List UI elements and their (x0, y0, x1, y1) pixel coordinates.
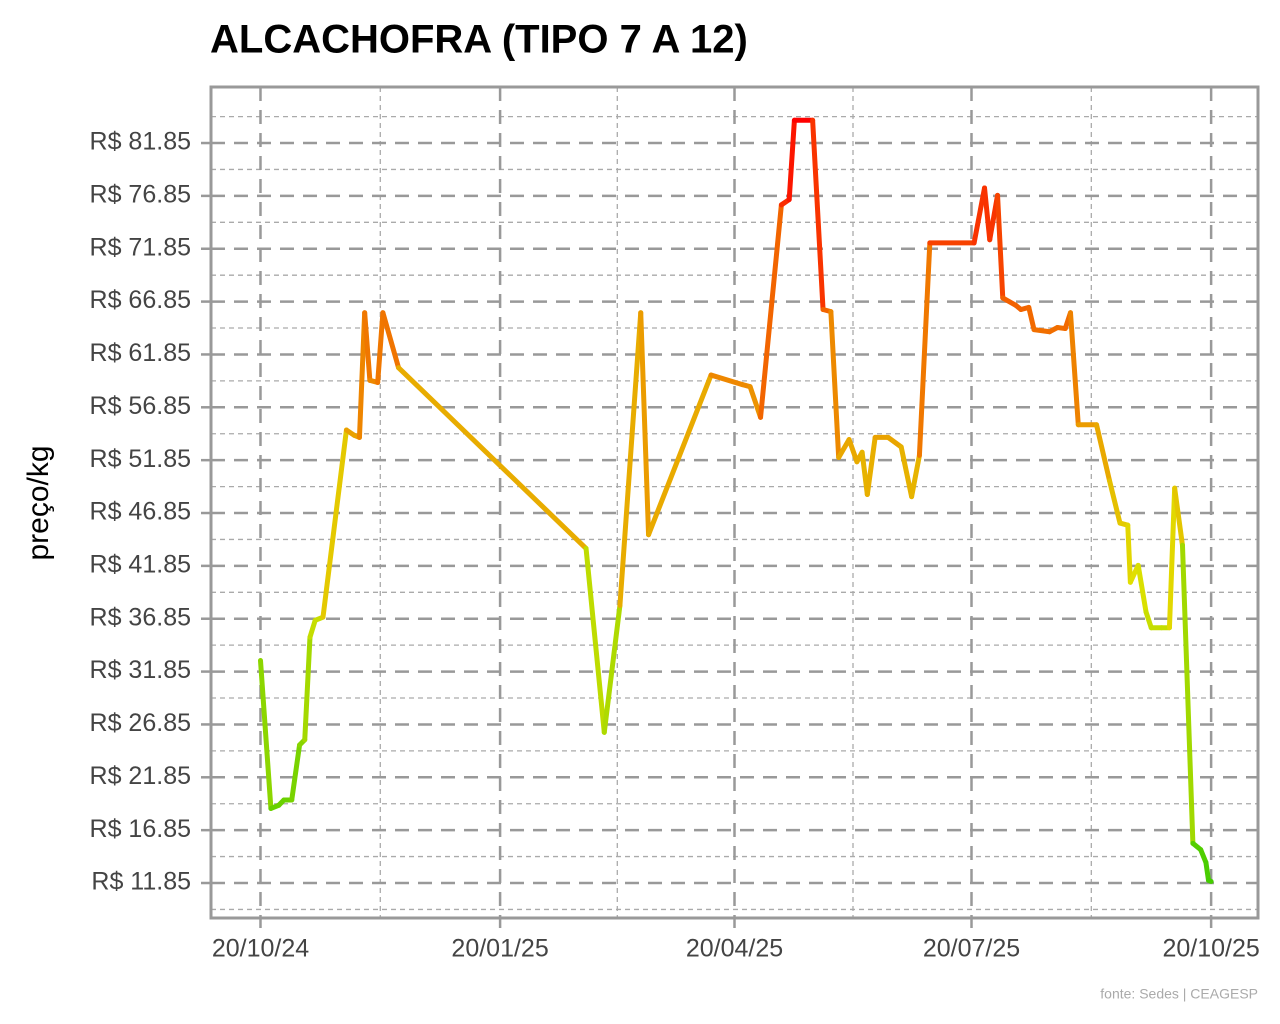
line-segment (1026, 304, 1037, 333)
line-segment (307, 617, 318, 640)
line-segment (1135, 562, 1149, 615)
line-segment (916, 240, 933, 458)
y-tick-label: R$ 61.85 (90, 339, 191, 367)
line-segment (885, 434, 904, 450)
line-segment (380, 310, 402, 371)
x-tick-label: 20/10/24 (212, 935, 309, 963)
line-segment (810, 117, 826, 313)
y-tick-label: R$ 66.85 (90, 286, 191, 314)
line-segment (1143, 609, 1154, 631)
line-segment (1125, 522, 1133, 585)
y-tick-label: R$ 16.85 (90, 815, 191, 843)
line-segment (302, 634, 313, 743)
line-segment (846, 437, 860, 465)
line-segment (1203, 859, 1212, 883)
plot-border (209, 85, 1260, 920)
y-axis-label: preço/kg (22, 445, 55, 560)
line-segment (1172, 485, 1185, 548)
y-tick-label: R$ 36.85 (90, 603, 191, 631)
line-segment (1031, 327, 1053, 335)
line-segment (836, 437, 852, 461)
y-tick-label: R$ 76.85 (90, 180, 191, 208)
y-tick-label: R$ 56.85 (90, 392, 191, 420)
line-segment (1166, 485, 1178, 631)
line-segment (898, 444, 915, 500)
line-segment (708, 372, 745, 388)
y-tick-label: R$ 41.85 (90, 550, 191, 578)
y-tick-label: R$ 26.85 (90, 709, 191, 737)
line-segment (320, 427, 349, 620)
y-tick-label: R$ 71.85 (90, 233, 191, 261)
line-segment (1179, 542, 1196, 846)
line-segment (646, 372, 714, 538)
y-tick-label: R$ 31.85 (90, 656, 191, 684)
x-tick-label: 20/10/25 (1162, 935, 1259, 963)
line-segment (828, 309, 842, 461)
line-segment (758, 202, 784, 420)
line-segment (1107, 478, 1123, 526)
chart-title: ALCACHOFRA (TIPO 7 A 12) (210, 18, 748, 62)
line-segment (583, 545, 607, 735)
line-segment (1094, 422, 1113, 484)
x-tick-label: 20/04/25 (686, 935, 783, 963)
line-segment (1206, 877, 1214, 884)
line-segment (257, 657, 274, 811)
y-tick-label: R$ 11.85 (91, 868, 191, 896)
line-segment (617, 310, 644, 609)
line-segment (601, 603, 623, 735)
line-segment (909, 452, 922, 500)
line-segment (362, 310, 373, 383)
y-tick-label: R$ 21.85 (90, 762, 191, 790)
y-tick-label: R$ 51.85 (90, 445, 191, 473)
y-tick-label: R$ 46.85 (90, 498, 191, 526)
line-segment (971, 185, 988, 246)
caption: fonte: Sedes | CEAGESP (1100, 986, 1258, 1002)
x-tick-label: 20/01/25 (451, 935, 548, 963)
line-segment (1067, 310, 1081, 428)
line-segment (638, 310, 652, 538)
line-segment (289, 742, 303, 803)
line-segment (864, 434, 878, 498)
line-segment (786, 117, 797, 203)
line-segment (396, 365, 589, 551)
y-tick-label: R$ 81.85 (90, 128, 191, 156)
line-segment (995, 192, 1006, 301)
line-segment (375, 310, 386, 385)
x-tick-label: 20/07/25 (923, 935, 1020, 963)
